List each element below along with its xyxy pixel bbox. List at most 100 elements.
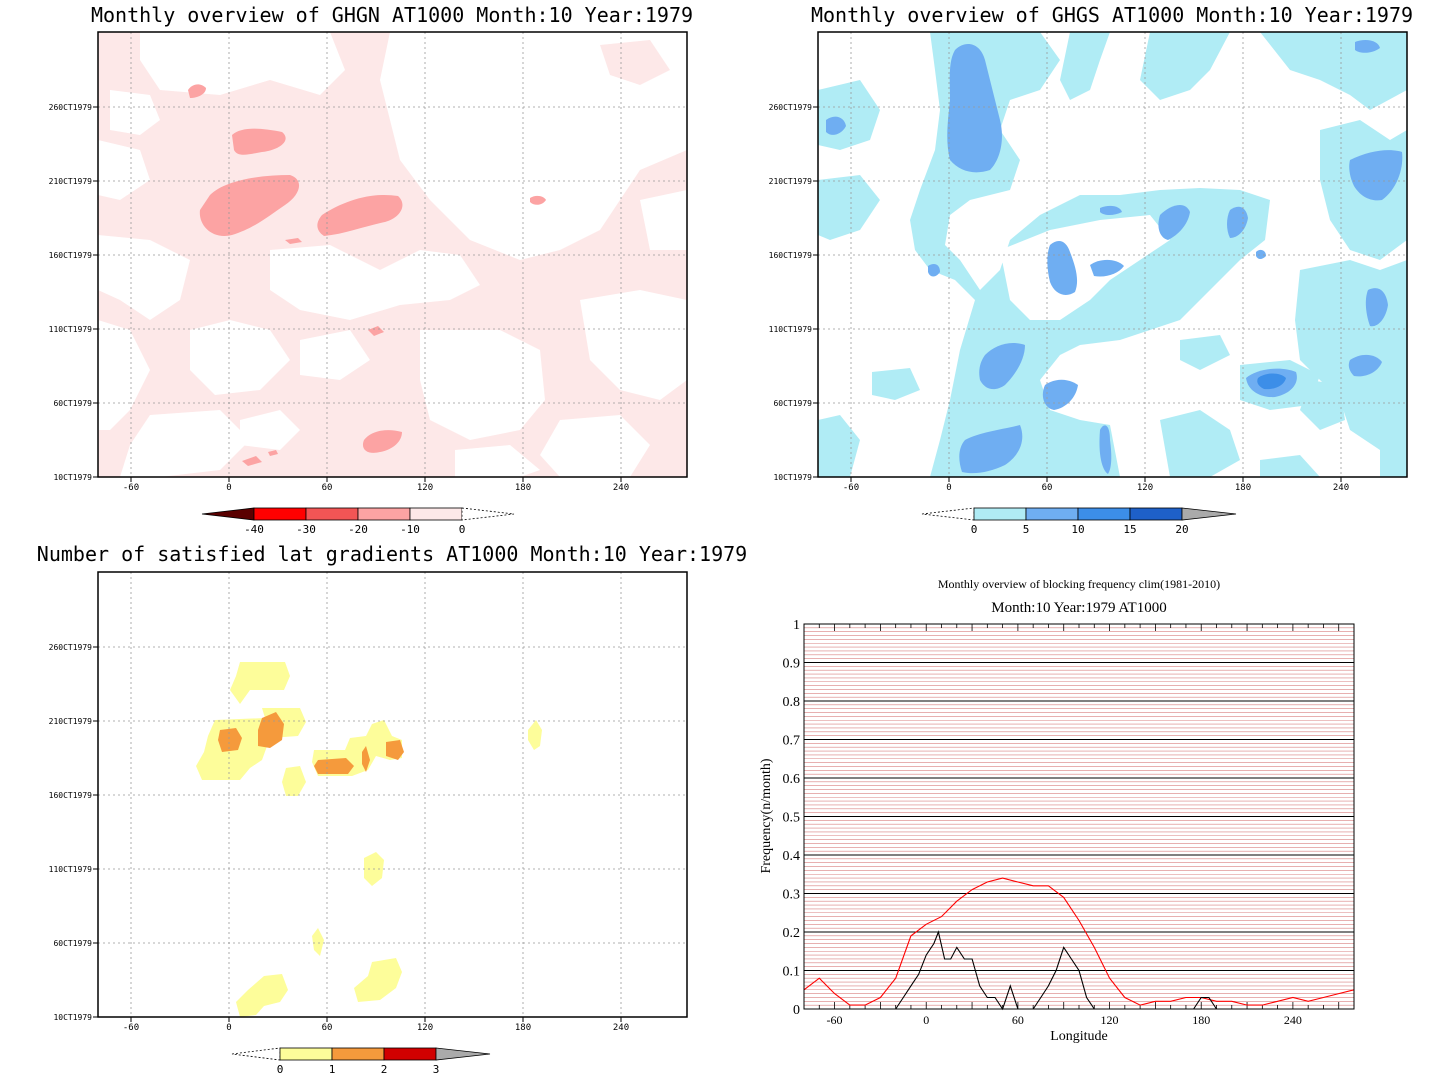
grad-colorbar: [231, 1047, 491, 1061]
freq-series-observed-line: [895, 930, 1217, 1011]
ghgn-colorbar-label: -20: [348, 523, 368, 536]
grad-colorbar-cell: [279, 1047, 333, 1061]
ghgs-ytick: 110CT1979: [769, 325, 813, 334]
ghgn-colorbar: [201, 507, 515, 521]
ghgs-ytick: 60CT1979: [773, 399, 812, 408]
freq-ytick-label: 1: [793, 618, 800, 633]
ghgs-ytick: 10CT1979: [773, 473, 812, 482]
ghgn-colorbar-label: -30: [296, 523, 316, 536]
ghgs-colorbar: [921, 507, 1237, 521]
grad-xtick: -60: [123, 1023, 139, 1033]
grad-colorbar-cell: [331, 1047, 385, 1061]
ghgn-colorbar-cell: [409, 507, 463, 521]
freq-xtick-label: 240: [1284, 1013, 1302, 1027]
ghgs-title: Monthly overview of GHGS AT1000 Month:10…: [811, 3, 1413, 27]
ghgn-panel: Monthly overview of GHGN AT1000 Month:10…: [49, 3, 693, 536]
ghgs-xtick: -60: [843, 483, 859, 493]
ghgs-colorbar-cell: [1077, 507, 1131, 521]
grad-xtick: 240: [613, 1023, 629, 1033]
grad-ytick: 10CT1979: [53, 1013, 92, 1022]
grad-colorbar-cell: [231, 1047, 281, 1061]
freq-title: Monthly overview of blocking frequency c…: [938, 577, 1220, 591]
ghgn-colorbar-cell: [253, 507, 307, 521]
ghgs-xtick: 120: [1137, 483, 1153, 493]
ghgn-colorbar-cell: [201, 507, 255, 521]
freq-ytick-label: 0.7: [783, 734, 801, 749]
grad-ytick: 110CT1979: [49, 865, 93, 874]
ghgn-colorbar-cell: [305, 507, 359, 521]
grad-colorbar-label: 3: [433, 1063, 440, 1076]
ghgn-colorbar-label: 0: [459, 523, 466, 536]
grad-ytick: 210CT1979: [49, 717, 93, 726]
ghgn-ytick: 260CT1979: [49, 103, 93, 112]
freq-ytick-label: 0.1: [783, 965, 801, 980]
grad-field: [98, 572, 687, 1017]
ghgn-ytick: 10CT1979: [53, 473, 92, 482]
freq-xtick-label: 0: [923, 1013, 929, 1027]
ghgs-colorbar-cell: [973, 507, 1027, 521]
ghgs-field: [818, 32, 1407, 477]
grad-xtick: 180: [515, 1023, 531, 1033]
ghgn-ytick: 160CT1979: [49, 251, 93, 260]
freq-ytick-label: 0.9: [783, 657, 801, 672]
grad-ytick: 160CT1979: [49, 791, 93, 800]
ghgs-ytick: 210CT1979: [769, 177, 813, 186]
ghgs-colorbar-label: 10: [1071, 523, 1084, 536]
ghgn-xtick: 180: [515, 483, 531, 493]
grad-xtick: 120: [417, 1023, 433, 1033]
ghgn-colorbar-cell: [461, 507, 515, 521]
ghgs-colorbar-cell: [1181, 507, 1237, 521]
freq-ytick-label: 0.3: [783, 888, 801, 903]
ghgn-colorbar-label: -40: [244, 523, 264, 536]
freq-x-axis: -60 0 60 120 180 240: [827, 1013, 1302, 1027]
ghgn-xtick: -60: [123, 483, 139, 493]
ghgs-xtick: 240: [1333, 483, 1349, 493]
freq-ytick-label: 0.6: [783, 772, 801, 787]
freq-xlabel: Longitude: [1050, 1029, 1108, 1044]
freq-xtick-label: 180: [1192, 1013, 1210, 1027]
ghgn-xtick: 60: [322, 483, 333, 493]
ghgn-ytick: 210CT1979: [49, 177, 93, 186]
grad-colorbar-label: 1: [329, 1063, 336, 1076]
ghgn-xtick: 240: [613, 483, 629, 493]
freq-xtick-label: -60: [827, 1013, 843, 1027]
freq-ytick-label: 0.2: [783, 926, 801, 941]
grad-colorbar-cell: [383, 1047, 437, 1061]
freq-y-axis: 0 0.1 0.2 0.3 0.4 0.5 0.6 0.7 0.8 0.9 1: [783, 618, 801, 1018]
ghgs-panel: Monthly overview of GHGS AT1000 Month:10…: [769, 3, 1413, 536]
ghgn-xtick: 0: [226, 483, 231, 493]
grad-title: Number of satisfied lat gradients AT1000…: [37, 542, 747, 566]
freq-grid: [803, 623, 1355, 1010]
ghgs-colorbar-label: 20: [1175, 523, 1188, 536]
ghgs-colorbar-cell: [1025, 507, 1079, 521]
grad-colorbar-label: 2: [381, 1063, 388, 1076]
ghgn-colorbar-cell: [357, 507, 411, 521]
freq-ytick-label: 0.4: [783, 849, 801, 864]
grad-xtick: 0: [226, 1023, 231, 1033]
freq-xtick-label: 60: [1012, 1013, 1024, 1027]
freq-ytick-label: 0.8: [783, 695, 801, 710]
grad-ytick: 60CT1979: [53, 939, 92, 948]
freq-xtick-label: 120: [1101, 1013, 1119, 1027]
ghgs-colorbar-label: 5: [1023, 523, 1030, 536]
freq-series-climatology-line: [803, 877, 1355, 1006]
freq-ytick-label: 0.5: [783, 811, 801, 826]
freq-ylabel: Frequency(n/month): [759, 758, 774, 873]
ghgs-colorbar-cell: [921, 507, 975, 521]
freq-subtitle: Month:10 Year:1979 AT1000: [991, 600, 1166, 616]
ghgs-xtick: 0: [946, 483, 951, 493]
grad-colorbar-cell: [435, 1047, 491, 1061]
ghgn-ytick: 110CT1979: [49, 325, 93, 334]
ghgn-field: [98, 32, 687, 477]
freq-panel: Monthly overview of blocking frequency c…: [759, 577, 1355, 1044]
grad-panel: Number of satisfied lat gradients AT1000…: [37, 542, 747, 1076]
ghgs-xtick: 180: [1235, 483, 1251, 493]
ghgn-title: Monthly overview of GHGN AT1000 Month:10…: [91, 3, 693, 27]
freq-frame: [803, 623, 1355, 1010]
ghgn-ytick: 60CT1979: [53, 399, 92, 408]
freq-ytick-label: 0: [793, 1003, 800, 1018]
ghgs-colorbar-cell: [1129, 507, 1183, 521]
ghgs-xtick: 60: [1042, 483, 1053, 493]
ghgs-ytick: 160CT1979: [769, 251, 813, 260]
